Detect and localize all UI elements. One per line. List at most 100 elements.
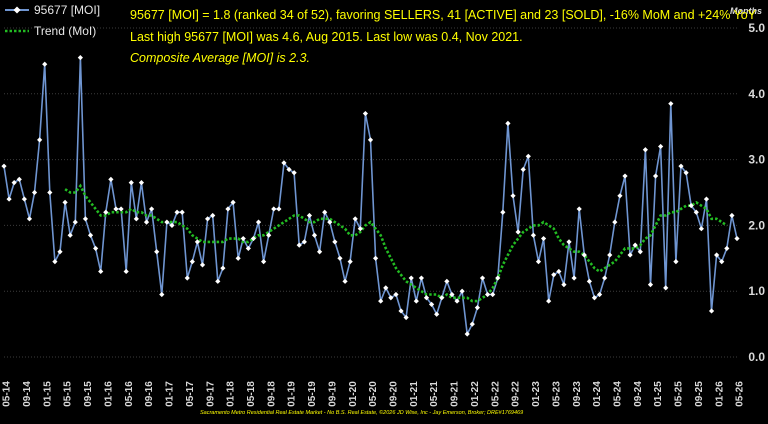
data-point-92 — [469, 321, 475, 327]
x-tick-label-19: 09-20 — [389, 381, 400, 407]
data-point-48 — [245, 245, 251, 252]
data-point-43 — [220, 265, 226, 271]
data-point-31 — [159, 291, 165, 298]
data-point-64 — [327, 219, 333, 225]
data-point-128 — [652, 173, 659, 179]
data-point-136 — [693, 209, 699, 215]
data-point-42 — [215, 278, 221, 284]
data-point-97 — [495, 275, 501, 281]
data-point-20 — [103, 209, 109, 215]
data-point-25 — [128, 180, 134, 186]
data-point-33 — [169, 222, 175, 228]
data-point-38 — [194, 239, 201, 245]
data-point-10 — [52, 258, 58, 265]
x-tick-label-8: 01-17 — [165, 381, 176, 407]
x-tick-label-31: 09-24 — [633, 381, 644, 407]
data-point-81 — [413, 298, 419, 304]
data-point-130 — [663, 285, 669, 291]
data-point-126 — [642, 147, 648, 153]
series-trend-line — [64, 183, 728, 303]
y-axis-ticks: 0.0 1.0 2.0 3.0 4.0 5.0 — [748, 21, 765, 364]
data-point-144 — [734, 235, 740, 242]
x-tick-label-22: 09-21 — [450, 381, 461, 407]
data-point-134 — [683, 170, 689, 176]
data-point-67 — [342, 278, 348, 284]
data-point-44 — [225, 206, 231, 212]
annotation-composite-average: Composite Average [MOI] is 2.3. — [130, 51, 310, 65]
data-point-86 — [439, 295, 445, 301]
data-point-23 — [118, 206, 124, 212]
data-point-131 — [668, 101, 674, 107]
data-point-79 — [403, 314, 409, 321]
data-point-78 — [398, 308, 404, 314]
x-tick-label-26: 01-23 — [531, 381, 542, 407]
data-point-19 — [98, 268, 104, 275]
data-point-58 — [296, 242, 302, 248]
x-tick-label-7: 09-16 — [144, 381, 155, 407]
data-point-50 — [255, 219, 262, 225]
data-point-123 — [627, 252, 633, 258]
data-point-12 — [62, 199, 68, 205]
data-point-45 — [230, 199, 236, 205]
y-tick-label-1: 1.0 — [748, 284, 765, 298]
y-axis-unit-label: Months — [730, 6, 762, 16]
data-point-13 — [67, 232, 73, 238]
data-point-18 — [93, 245, 99, 252]
data-point-75 — [383, 285, 389, 291]
data-point-14 — [72, 219, 78, 225]
data-point-101 — [515, 229, 521, 235]
data-point-28 — [143, 219, 150, 225]
data-point-1 — [6, 196, 12, 202]
data-point-104 — [530, 232, 536, 238]
x-tick-label-1: 09-14 — [22, 381, 33, 407]
data-point-98 — [500, 209, 506, 215]
data-point-111 — [566, 239, 572, 245]
data-point-29 — [149, 206, 155, 212]
data-point-57 — [291, 170, 297, 176]
data-point-116 — [591, 295, 598, 301]
data-point-82 — [418, 275, 425, 281]
data-point-41 — [210, 212, 216, 219]
data-point-112 — [571, 275, 577, 281]
data-point-65 — [332, 239, 338, 245]
x-tick-label-15: 05-19 — [307, 381, 318, 407]
data-point-90 — [459, 288, 465, 294]
data-point-140 — [714, 252, 720, 258]
data-point-76 — [388, 295, 394, 301]
data-point-118 — [602, 275, 608, 281]
data-point-71 — [362, 110, 369, 117]
data-point-93 — [474, 305, 480, 311]
data-point-117 — [596, 291, 603, 298]
data-point-68 — [347, 258, 353, 265]
data-point-77 — [393, 291, 399, 298]
x-tick-label-11: 01-18 — [226, 381, 237, 407]
data-point-105 — [535, 258, 542, 265]
data-point-56 — [286, 166, 292, 173]
x-tick-label-32: 01-25 — [653, 381, 664, 407]
x-tick-label-9: 05-17 — [185, 381, 196, 407]
data-point-102 — [520, 166, 526, 173]
data-point-24 — [123, 268, 129, 275]
x-tick-label-35: 01-26 — [714, 381, 725, 407]
legend-series-marker-icon — [13, 6, 21, 14]
data-point-133 — [678, 163, 684, 169]
data-point-35 — [179, 209, 185, 215]
annotation-high-low: Last high 95677 [MOI] was 4.6, Aug 2015.… — [130, 30, 523, 44]
data-point-21 — [108, 176, 114, 182]
data-point-5 — [26, 216, 33, 222]
data-point-8 — [42, 61, 48, 67]
data-point-47 — [240, 235, 246, 242]
data-point-122 — [622, 173, 628, 179]
data-point-88 — [449, 291, 455, 298]
data-point-132 — [673, 258, 679, 265]
data-point-129 — [658, 143, 664, 150]
data-point-60 — [306, 212, 313, 219]
data-point-74 — [378, 298, 384, 304]
legend-series-label: 95677 [MOI] — [34, 3, 100, 17]
footer-credit: Sacramento Metro Residential Real Estate… — [200, 409, 523, 416]
data-point-16 — [82, 216, 89, 222]
data-point-9 — [47, 189, 53, 196]
data-point-119 — [607, 252, 613, 258]
data-point-39 — [199, 262, 206, 268]
data-point-62 — [316, 249, 323, 255]
